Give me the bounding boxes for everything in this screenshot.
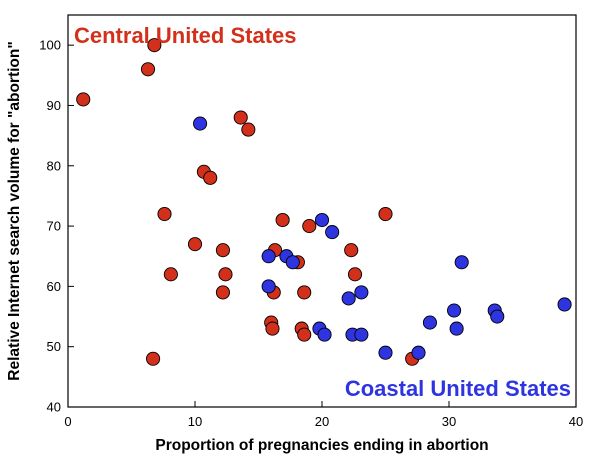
coastal-state-point [341,291,356,306]
central-state-point [218,267,233,282]
coastal-state-point [261,249,276,264]
y-tick-label: 60 [47,279,61,294]
y-axis-title: Relative Internet search volume for "abo… [6,41,23,380]
y-tick-label: 50 [47,339,61,354]
central-state-point [215,285,230,300]
coastal-state-point [422,315,438,330]
central-state-point [157,206,172,222]
central-state-point [147,38,162,53]
central-state-point [297,327,312,342]
coastal-state-point [447,303,462,318]
x-tick-label: 10 [188,414,202,429]
coastal-state-point [454,255,469,270]
coastal-state-point [325,225,340,240]
coastal-state-point [285,255,300,270]
annotation-central: Central United States [74,23,297,48]
central-state-point [378,206,393,222]
y-tick-label: 90 [47,98,61,113]
coastal-state-point [557,297,572,312]
central-state-point [163,267,178,282]
x-tick-label: 0 [64,414,71,429]
y-tick-label: 70 [47,219,61,234]
x-tick-label: 30 [442,414,456,429]
coastal-state-point [354,327,369,342]
data-points [76,38,572,366]
central-state-point [347,267,363,282]
x-axis-ticks: 0 10 20 30 40 [64,401,583,429]
central-state-point [203,170,218,185]
coastal-state-point [317,327,332,342]
x-tick-label: 20 [315,414,329,429]
central-state-point [344,243,359,258]
central-state-point [297,285,312,300]
central-state-point [187,237,203,252]
coastal-state-point [490,309,505,324]
x-axis-title: Proportion of pregnancies ending in abor… [155,437,488,454]
annotation-coastal: Coastal United States [345,376,571,401]
central-state-point [233,110,248,125]
central-state-point [140,62,156,77]
x-tick-label: 40 [569,414,583,429]
central-state-point [302,219,317,234]
central-state-point [146,351,161,366]
y-tick-label: 100 [39,38,61,53]
coastal-state-point [261,279,276,294]
central-state-point [275,212,290,228]
central-state-point [265,321,280,336]
y-tick-label: 80 [47,158,61,173]
central-state-point [241,122,256,137]
coastal-state-point [411,345,426,360]
coastal-state-point [193,116,208,131]
coastal-state-point [354,285,369,300]
y-tick-label: 40 [47,400,61,415]
coastal-state-point [449,321,464,336]
y-axis-ticks: 40 50 60 70 80 90 100 [39,38,74,415]
central-state-point [215,243,230,258]
coastal-state-point [378,345,393,360]
central-state-point [76,92,91,107]
coastal-state-point [314,212,330,228]
